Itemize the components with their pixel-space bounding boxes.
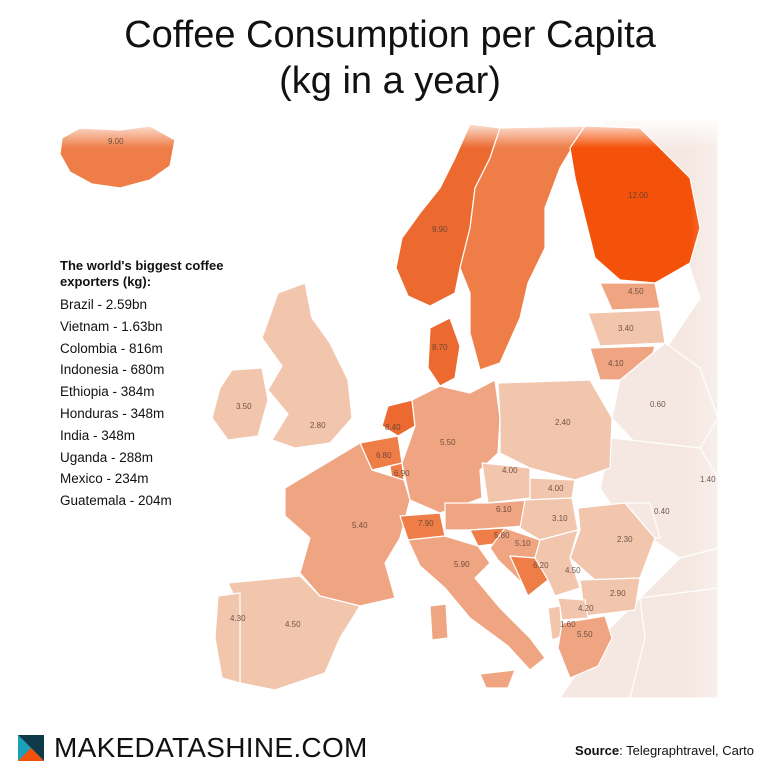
serbia-region xyxy=(534,529,581,597)
estonia-region xyxy=(599,282,661,311)
france-region xyxy=(284,442,411,607)
source-label: Source xyxy=(575,743,620,758)
legend-item: Indonesia - 680m xyxy=(60,362,165,378)
brand-logo-icon xyxy=(18,735,44,761)
label-finland: 12.00 xyxy=(628,191,649,200)
netherlands-region xyxy=(381,399,416,437)
sicily-region xyxy=(479,669,516,689)
italy-region xyxy=(407,535,546,671)
germany-region xyxy=(401,379,501,514)
label-france: 5.40 xyxy=(352,521,368,530)
source-text: : Telegraphtravel, Carto xyxy=(619,743,754,758)
poland-region xyxy=(497,379,613,481)
label-slovenia: 5.80 xyxy=(494,531,510,540)
source-credit: Source: Telegraphtravel, Carto xyxy=(575,743,754,758)
legend-item: Vietnam - 1.63bn xyxy=(60,318,163,334)
label-portugal: 4.30 xyxy=(230,614,246,623)
ireland-region xyxy=(211,367,269,441)
finland-region xyxy=(569,125,701,284)
legend-item: Uganda - 288m xyxy=(60,449,154,465)
legend-item: Colombia - 816m xyxy=(60,340,163,356)
brand-name: MAKEDATASHINE.COM xyxy=(54,732,368,763)
label-slovakia: 4.00 xyxy=(548,484,564,493)
portugal-region xyxy=(214,592,241,684)
label-hungary: 3.10 xyxy=(552,514,568,523)
label-iceland: 9.00 xyxy=(108,137,124,146)
label-switzerland: 7.90 xyxy=(418,519,434,528)
legend-item: Guatemala - 204m xyxy=(60,493,172,509)
exporters-legend: The world's biggest coffee exporters (kg… xyxy=(60,258,280,512)
label-spain: 4.50 xyxy=(285,620,301,629)
label-north-macedonia: 4.20 xyxy=(578,604,594,613)
top-fade xyxy=(0,118,780,148)
label-lithuania: 4.10 xyxy=(608,359,624,368)
label-greece: 5.50 xyxy=(577,630,593,639)
legend-item: Mexico - 234m xyxy=(60,471,149,487)
label-uk: 2.80 xyxy=(310,421,326,430)
label-croatia: 5.10 xyxy=(515,539,531,548)
page-title: Coffee Consumption per Capita (kg in a y… xyxy=(0,12,780,104)
label-austria: 6.10 xyxy=(496,505,512,514)
label-albania: 1.60 xyxy=(560,620,576,629)
title-line-2: (kg in a year) xyxy=(279,60,501,102)
label-norway: 9.90 xyxy=(432,225,448,234)
brand-logo-link[interactable]: MAKEDATASHINE.COM xyxy=(18,732,368,764)
label-serbia: 4.50 xyxy=(565,566,581,575)
label-denmark: 8.70 xyxy=(432,343,448,352)
austria-region xyxy=(444,499,531,531)
label-bosnia: 6.20 xyxy=(533,561,549,570)
sweden-region xyxy=(459,125,586,371)
legend-item: Brazil - 2.59bn xyxy=(60,297,148,312)
legend-title: The world's biggest coffee exporters (kg… xyxy=(60,258,224,289)
legend-item: India - 348m xyxy=(60,427,136,443)
label-romania: 2.30 xyxy=(617,535,633,544)
choropleth-map: 9.00 9.90 12.00 4.50 3.40 8.70 4.10 3.50… xyxy=(0,118,780,698)
label-netherlands: 8.40 xyxy=(385,423,401,432)
label-estonia: 4.50 xyxy=(628,287,644,296)
label-italy: 5.90 xyxy=(454,560,470,569)
label-moldova: 0.40 xyxy=(654,507,670,516)
title-line-1: Coffee Consumption per Capita xyxy=(124,14,656,56)
legend-item: Honduras - 348m xyxy=(60,405,165,421)
label-luxembourg: 6.90 xyxy=(394,469,410,478)
label-czechia: 4.00 xyxy=(502,466,518,475)
uk-region xyxy=(261,282,353,449)
denmark-region xyxy=(427,317,461,387)
moldova-region xyxy=(624,502,661,539)
legend-item: Ethiopia - 384m xyxy=(60,384,155,400)
label-bulgaria: 2.90 xyxy=(610,589,626,598)
label-belarus: 0.60 xyxy=(650,400,666,409)
map-value-labels: 9.00 9.90 12.00 4.50 3.40 8.70 4.10 3.50… xyxy=(108,137,716,639)
label-poland: 2.40 xyxy=(555,418,571,427)
label-latvia: 3.40 xyxy=(618,324,634,333)
right-fade xyxy=(690,118,780,698)
greece-region xyxy=(557,615,613,679)
label-belgium: 6.80 xyxy=(376,451,392,460)
label-ireland: 3.50 xyxy=(236,402,252,411)
label-ukraine: 1.40 xyxy=(700,475,716,484)
label-germany: 5.50 xyxy=(440,438,456,447)
sardinia-region xyxy=(429,603,449,641)
